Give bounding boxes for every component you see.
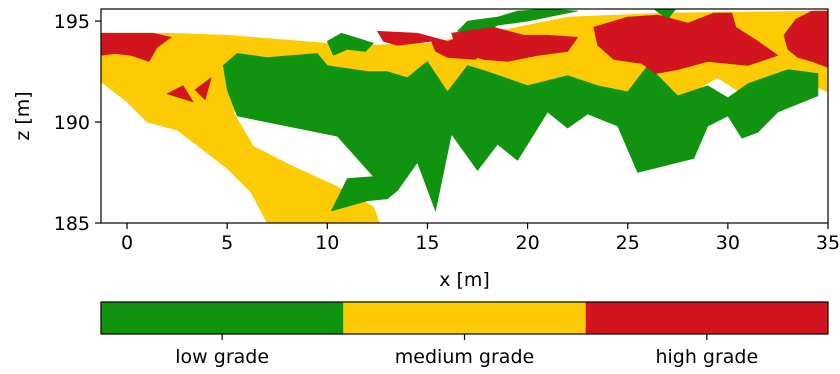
colorbar-label-low-grade: low grade bbox=[175, 346, 269, 368]
x-tick-label: 30 bbox=[716, 232, 740, 254]
x-tick-label: 15 bbox=[415, 232, 439, 254]
colorbar-segment-low-grade bbox=[101, 302, 344, 334]
x-axis-label: x [m] bbox=[439, 269, 490, 291]
high-grade-region-9 bbox=[783, 10, 828, 68]
colorbar-label-medium-grade: medium grade bbox=[395, 346, 534, 368]
low-grade-region-1 bbox=[222, 53, 819, 212]
y-axis: 185 190 195 bbox=[54, 11, 101, 235]
y-tick-label: 190 bbox=[54, 112, 90, 134]
colorbar-label-high-grade: high grade bbox=[655, 346, 758, 368]
plot-frame bbox=[100, 8, 829, 224]
x-tick-label: 5 bbox=[221, 232, 233, 254]
grade-region-layer bbox=[101, 9, 828, 223]
y-tick-label: 195 bbox=[54, 11, 90, 33]
high-grade-region-6 bbox=[377, 30, 484, 60]
high-grade-region-11 bbox=[194, 77, 212, 101]
x-tick-label: 35 bbox=[816, 232, 840, 254]
low-grade-region-4 bbox=[653, 9, 677, 20]
high-grade-region-7 bbox=[451, 26, 579, 62]
colorbar-segment-high-grade bbox=[585, 302, 828, 334]
high-grade-region-5 bbox=[101, 32, 172, 62]
y-tick-label: 185 bbox=[54, 213, 90, 235]
high-grade-region-8 bbox=[593, 12, 779, 74]
x-tick-label: 0 bbox=[121, 232, 133, 254]
x-axis: 0 5 10 15 20 25 30 35 bbox=[121, 223, 840, 254]
high-grade-region-10 bbox=[166, 85, 194, 103]
colorbar-segment-medium-grade bbox=[343, 302, 586, 334]
x-tick-label: 10 bbox=[315, 232, 339, 254]
x-tick-label: 20 bbox=[515, 232, 539, 254]
colorbar: low grade medium grade high grade bbox=[100, 301, 829, 368]
x-tick-label: 25 bbox=[616, 232, 640, 254]
y-axis-label: z [m] bbox=[12, 91, 34, 140]
colorbar-frame bbox=[100, 301, 829, 335]
low-grade-region-2 bbox=[326, 32, 374, 56]
